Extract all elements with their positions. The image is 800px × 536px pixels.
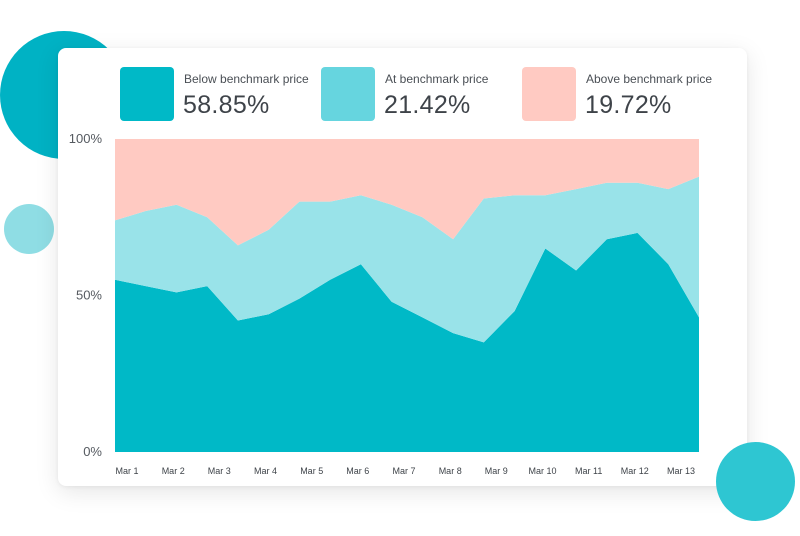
x-tick-label: Mar 8 — [439, 466, 462, 476]
legend-value-below: 58.85% — [183, 91, 270, 119]
legend-swatch-above — [522, 67, 576, 121]
area-chart: 0% 50% 100% Mar 1 Mar 2 Mar 3 Mar 4 Mar 5 Mar 6… — [69, 131, 699, 476]
x-tick-label: Mar 9 — [485, 466, 508, 476]
decorative-circle-small — [4, 204, 54, 254]
legend-label-below: Below benchmark price — [184, 72, 309, 86]
x-tick-label: Mar 2 — [162, 466, 185, 476]
x-tick-label: Mar 3 — [208, 466, 231, 476]
y-tick-label: 0% — [83, 444, 102, 459]
x-tick-label: Mar 1 — [115, 466, 138, 476]
y-tick-label: 100% — [69, 131, 103, 146]
area-series-0 — [115, 232, 699, 452]
y-tick-label: 50% — [76, 288, 102, 303]
x-tick-label: Mar 11 — [575, 466, 602, 476]
legend-swatch-at — [321, 67, 375, 121]
x-tick-label: Mar 4 — [254, 466, 277, 476]
x-tick-label: Mar 12 — [621, 466, 649, 476]
legend-swatch-below — [120, 67, 174, 121]
x-tick-label: Mar 10 — [528, 466, 556, 476]
area-series-2 — [115, 139, 699, 246]
chart-card: Below benchmark price 58.85% At benchmar… — [58, 48, 747, 486]
x-tick-label: Mar 7 — [392, 466, 415, 476]
legend-label-at: At benchmark price — [385, 72, 489, 86]
x-axis-ticks: Mar 1 Mar 2 Mar 3 Mar 4 Mar 5 Mar 6 Mar 7 Mar 8… — [115, 466, 695, 476]
x-tick-label: Mar 5 — [300, 466, 323, 476]
x-tick-label: Mar 6 — [346, 466, 369, 476]
y-axis-ticks: 0% 50% 100% — [69, 131, 103, 459]
area-series-1 — [115, 176, 699, 343]
x-tick-label: Mar 13 — [667, 466, 695, 476]
legend-value-above: 19.72% — [585, 91, 672, 119]
decorative-circle-bottom — [716, 442, 795, 521]
legend-value-at: 21.42% — [384, 91, 471, 119]
chart-areas — [115, 139, 699, 452]
legend-label-above: Above benchmark price — [586, 72, 713, 86]
